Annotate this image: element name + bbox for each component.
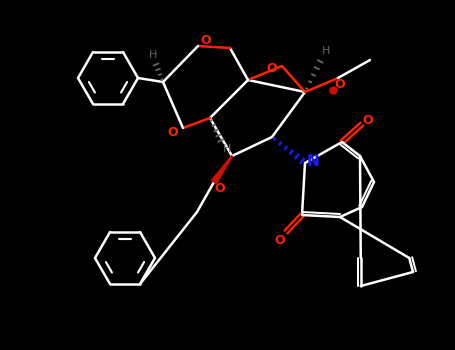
Text: O: O [335,78,345,91]
Text: N: N [307,154,319,169]
Text: H: H [223,144,231,154]
Text: O: O [168,126,178,140]
Text: H: H [322,46,330,56]
Text: O: O [275,233,285,246]
Text: O: O [201,35,211,48]
Text: O: O [363,113,373,126]
Text: O: O [215,182,225,195]
Polygon shape [212,156,233,184]
Text: O: O [267,63,277,76]
Text: H: H [149,50,157,60]
